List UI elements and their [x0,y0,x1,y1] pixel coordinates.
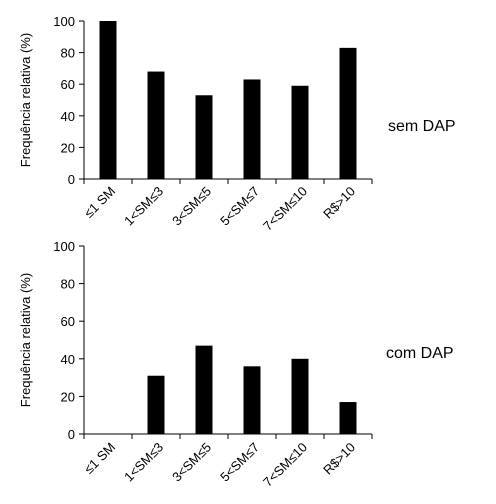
y-tick-label: 20 [61,140,75,155]
y-tick-label: 80 [61,46,75,61]
bar [339,402,357,434]
y-tick-label: 0 [68,427,75,442]
x-category-label: 5<SM≤7 [217,184,262,229]
chart-1: 0 20 40 60 80 100 ≤1 SM 1<SM≤3 3<SM≤5 5<SM≤77<SM≤… [18,14,456,234]
bar [291,358,309,434]
x-category-label: 1<SM≤3 [121,184,166,229]
bar [99,21,117,179]
x-category-label: 5<SM≤7 [217,440,262,485]
y-tick-label: 100 [53,14,75,29]
y-axis-label: Frequência relativa (%) [18,33,33,167]
y-tick-label: 100 [53,239,75,254]
x-category-label: R$>10 [320,440,358,478]
chart-2: 0 20 40 60 80 100 ≤1 SM 1<SM≤3 3<SM≤5 5<SM≤77<SM≤… [18,239,454,490]
x-category-label: ≤1 SM [81,184,118,221]
bar [339,47,357,179]
x-category-label: 7<SM≤10 [260,440,310,490]
y-tick-label: 40 [61,352,75,367]
y-tick-label: 60 [61,77,75,92]
bar [195,345,213,434]
x-category-label: R$>10 [320,184,358,222]
y-tick-label: 60 [61,314,75,329]
x-category-label: 7<SM≤10 [260,184,310,234]
y-tick-label: 20 [61,389,75,404]
bar [147,375,165,434]
bar [291,85,309,179]
x-category-label: 3<SM≤5 [169,184,214,229]
x-category-label: 3<SM≤5 [169,440,214,485]
series-annotation: sem DAP [388,118,456,135]
y-tick-label: 0 [68,172,75,187]
x-category-label: ≤1 SM [81,440,118,477]
y-tick-label: 40 [61,109,75,124]
x-category-label: 1<SM≤3 [121,440,166,485]
y-axis-label: Frequência relativa (%) [18,273,33,407]
bar [195,95,213,179]
series-annotation: com DAP [386,345,454,362]
bar [243,79,261,179]
y-tick-label: 80 [61,277,75,292]
bar [147,71,165,179]
bar [243,366,261,434]
